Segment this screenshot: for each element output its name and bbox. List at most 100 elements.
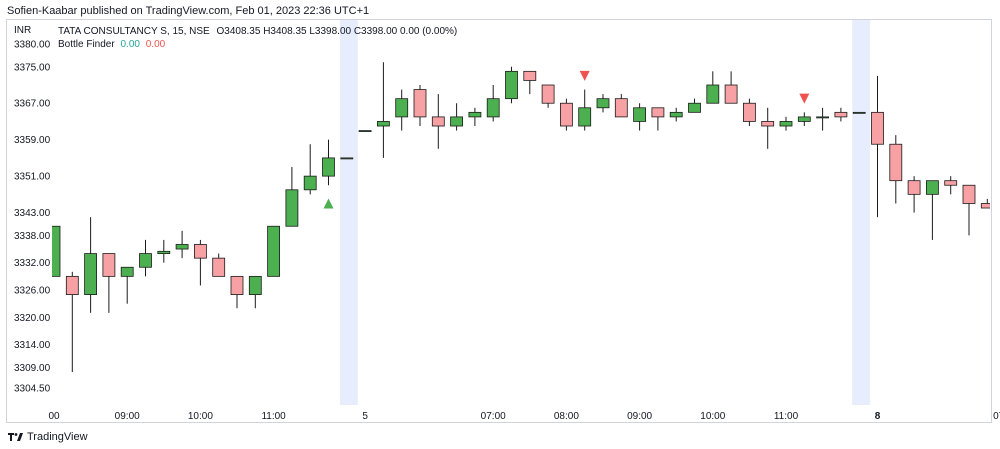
candle[interactable] (980, 198, 993, 209)
candle-body (65, 275, 79, 295)
candle[interactable] (468, 107, 482, 127)
tradingview-logo-icon (8, 433, 23, 441)
x-tick-label: 08:00 (554, 411, 579, 422)
candle[interactable] (212, 253, 226, 277)
candle[interactable] (340, 157, 354, 160)
y-tick-label: 3338.00 (14, 231, 51, 242)
signal-up-marker[interactable] (323, 198, 334, 209)
candle[interactable] (962, 184, 976, 236)
candle[interactable] (724, 71, 738, 104)
symbol-label[interactable]: TATA CONSULTANCY S, 15, NSE (58, 26, 210, 37)
candle[interactable] (944, 176, 958, 195)
candle[interactable] (65, 271, 79, 373)
candle[interactable] (706, 71, 720, 104)
session-band (852, 20, 871, 405)
candle[interactable] (139, 239, 152, 277)
candle[interactable] (669, 107, 683, 122)
candle[interactable] (431, 94, 445, 149)
candle-body (907, 180, 921, 195)
candle-body (340, 157, 354, 160)
candle[interactable] (523, 70, 537, 95)
candle-body (102, 253, 116, 277)
candle[interactable] (797, 112, 811, 127)
x-tick-label: 10:00 (188, 411, 213, 422)
chart-legend: TATA CONSULTANCY S, 15, NSE O3408.35 H34… (58, 25, 457, 51)
y-tick-label: 3320.00 (14, 313, 51, 324)
candle-body (541, 84, 555, 104)
signal-down-marker[interactable] (579, 70, 590, 81)
candle-body (413, 89, 427, 118)
candle-body (797, 116, 811, 122)
candle[interactable] (303, 144, 317, 195)
candle[interactable] (633, 103, 646, 131)
candle[interactable] (907, 176, 921, 213)
signal-down-marker[interactable] (799, 93, 810, 104)
candle[interactable] (505, 66, 518, 104)
candle[interactable] (376, 62, 390, 158)
candle-body (523, 70, 537, 81)
candle[interactable] (395, 89, 409, 131)
candle[interactable] (486, 85, 500, 122)
candle-body (193, 244, 207, 259)
x-tick-label: 11:00 (774, 411, 799, 422)
candle[interactable] (761, 107, 775, 149)
legend-row-indicator: Bottle Finder 0.00 0.00 (58, 38, 457, 51)
x-tick-label: 10:00 (700, 411, 725, 422)
y-tick-label: 3380.00 (14, 40, 51, 51)
candle[interactable] (779, 116, 793, 131)
candle[interactable] (120, 266, 134, 304)
candle[interactable] (688, 98, 701, 113)
candle[interactable] (102, 253, 116, 313)
candle[interactable] (852, 111, 866, 114)
x-tick-label: 07:00 (481, 411, 506, 422)
candle[interactable] (871, 75, 884, 218)
candle[interactable] (193, 239, 207, 286)
candle[interactable] (248, 275, 262, 309)
candle[interactable] (614, 94, 628, 118)
time-axis: 00 09:00 10:00 11:00 5 07:00 08:00 09:00 10:00 11… (48, 411, 1000, 422)
candle[interactable] (834, 107, 848, 122)
candle[interactable] (285, 167, 299, 227)
candle[interactable] (541, 84, 555, 108)
candle[interactable] (157, 239, 171, 263)
candle-body (175, 244, 189, 250)
candle[interactable] (322, 139, 335, 186)
candle[interactable] (926, 180, 939, 240)
candle[interactable] (560, 98, 573, 131)
y-tick-label: 3314.00 (14, 340, 51, 351)
candle-body (596, 98, 610, 109)
candle[interactable] (651, 107, 665, 131)
candle[interactable] (578, 89, 592, 131)
candle[interactable] (84, 217, 97, 313)
candle-body (376, 121, 390, 127)
candle[interactable] (48, 225, 61, 277)
candle-body (633, 107, 646, 122)
candle[interactable] (450, 103, 464, 131)
candle-body (944, 180, 958, 186)
candle-body (852, 111, 866, 114)
candles (48, 62, 993, 373)
candle-body (871, 111, 884, 145)
candle[interactable] (596, 94, 610, 113)
candle-body (578, 107, 592, 127)
candle-body (230, 275, 244, 295)
candle[interactable] (358, 130, 372, 132)
candle-body (212, 257, 226, 277)
candle[interactable] (816, 107, 829, 131)
candle[interactable] (175, 230, 189, 259)
session-band (339, 20, 358, 405)
candle[interactable] (230, 275, 244, 309)
candle-body (84, 253, 97, 295)
candle-body (139, 253, 152, 268)
candle-body (157, 250, 171, 254)
indicator-name[interactable]: Bottle Finder (58, 39, 115, 50)
y-tick-label: 3332.00 (14, 258, 51, 269)
candle-body (120, 266, 134, 277)
candle[interactable] (413, 85, 427, 127)
tradingview-footer[interactable]: TradingView (8, 431, 88, 443)
candle[interactable] (743, 98, 756, 127)
candle[interactable] (889, 135, 903, 204)
y-tick-label: 3359.00 (14, 135, 51, 146)
candle[interactable] (267, 225, 281, 277)
